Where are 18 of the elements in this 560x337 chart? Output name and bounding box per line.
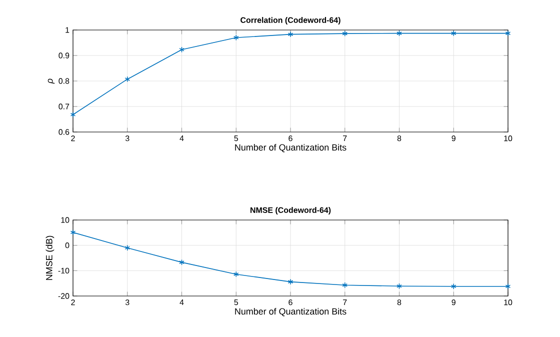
point xyxy=(233,271,239,278)
point xyxy=(342,30,348,37)
point xyxy=(450,283,456,290)
point xyxy=(396,283,402,290)
point xyxy=(288,278,294,285)
point xyxy=(233,34,239,41)
point xyxy=(342,282,348,288)
point xyxy=(124,244,130,251)
point xyxy=(179,259,184,266)
point xyxy=(124,76,130,82)
y-axis-title: NMSE (dB) xyxy=(46,236,54,280)
y-axis-title: ρ xyxy=(48,78,55,84)
x-axis-title: Number of Quantization Bits xyxy=(235,144,346,152)
point xyxy=(450,30,456,36)
x-axis-title: Number of Quantization Bits xyxy=(235,308,346,316)
point xyxy=(396,30,402,36)
point xyxy=(179,46,184,53)
point xyxy=(288,31,294,38)
